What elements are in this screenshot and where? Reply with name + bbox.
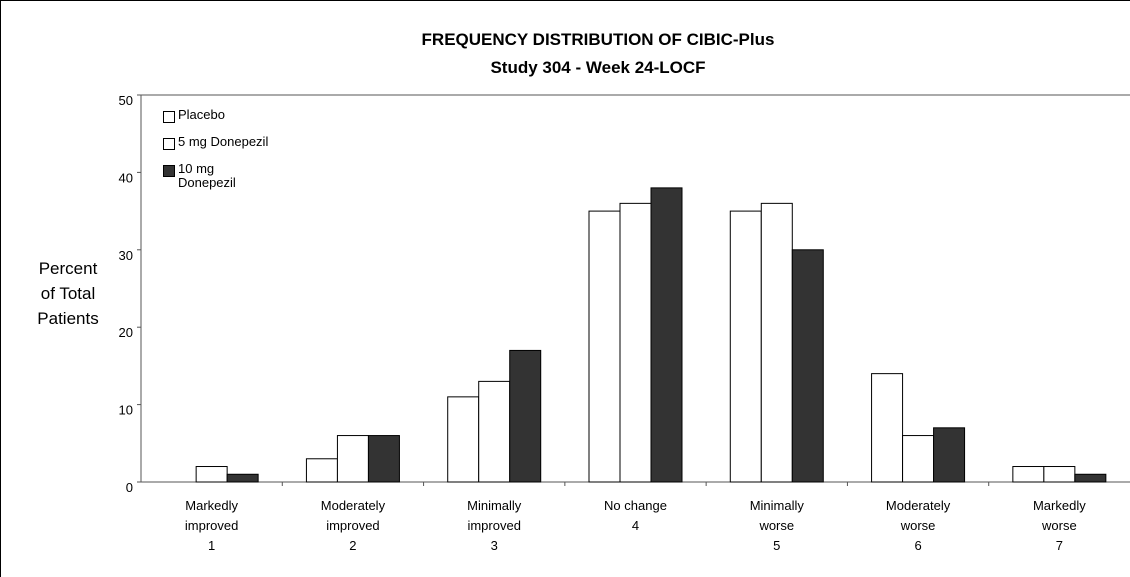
bar: [588, 210, 621, 483]
x-tick-label: worse: [758, 518, 794, 533]
x-tick-label: 5: [773, 538, 780, 553]
legend-swatch: [163, 111, 175, 123]
x-tick-label: Moderately: [886, 498, 951, 513]
legend-swatch: [163, 138, 175, 150]
x-tick-label: 4: [632, 518, 639, 533]
bar: [226, 473, 259, 483]
y-tick-label: 0: [126, 480, 133, 495]
y-tick-label: 10: [119, 403, 133, 418]
legend-label: 10 mg Donepezil: [178, 161, 236, 190]
bar: [619, 202, 652, 483]
x-tick-label: Moderately: [321, 498, 386, 513]
legend-item: Placebo: [163, 108, 268, 123]
x-tick-label: worse: [900, 518, 936, 533]
x-tick-label: Minimally: [467, 498, 522, 513]
bar: [1074, 473, 1107, 483]
bar: [729, 210, 762, 483]
bar: [447, 396, 480, 483]
legend-item: 10 mg Donepezil: [163, 162, 268, 190]
legend-label: 5 mg Donepezil: [178, 134, 269, 149]
bar: [195, 466, 228, 483]
bar: [1012, 466, 1045, 483]
bar: [650, 187, 683, 483]
y-axis-label: Percent of Total Patients: [37, 259, 99, 328]
x-tick-label: worse: [1041, 518, 1077, 533]
legend-label: Placebo: [178, 107, 225, 122]
bar: [791, 249, 824, 483]
y-tick-label: 50: [119, 93, 133, 108]
bar: [902, 435, 935, 483]
bar: [933, 427, 966, 483]
bar: [509, 349, 542, 483]
legend-item: 5 mg Donepezil: [163, 135, 268, 150]
bar: [305, 458, 338, 483]
x-tick-label: 3: [491, 538, 498, 553]
bar: [478, 380, 511, 483]
x-tick-label: Markedly: [1033, 498, 1086, 513]
bar: [367, 435, 400, 483]
bar: [1043, 466, 1076, 483]
x-tick-label: improved: [326, 518, 379, 533]
y-tick-label: 30: [119, 248, 133, 263]
x-tick-label: 1: [208, 538, 215, 553]
x-tick-label: 6: [914, 538, 921, 553]
x-tick-label: 2: [349, 538, 356, 553]
bar: [760, 202, 793, 483]
y-tick-label: 20: [119, 325, 133, 340]
chart-subtitle: Study 304 - Week 24-LOCF: [490, 58, 705, 77]
x-tick-label: improved: [185, 518, 238, 533]
x-tick-label: Minimally: [750, 498, 805, 513]
x-tick-label: improved: [467, 518, 520, 533]
x-tick-label: No change: [604, 498, 667, 513]
y-tick-label: 40: [119, 170, 133, 185]
bar: [871, 373, 904, 483]
bar: [336, 435, 369, 483]
chart-title: FREQUENCY DISTRIBUTION OF CIBIC-Plus: [422, 30, 775, 49]
x-tick-label: Markedly: [185, 498, 238, 513]
legend-swatch: [163, 165, 175, 177]
legend: Placebo 5 mg Donepezil 10 mg Donepezil: [163, 108, 268, 202]
x-tick-label: 7: [1056, 538, 1063, 553]
